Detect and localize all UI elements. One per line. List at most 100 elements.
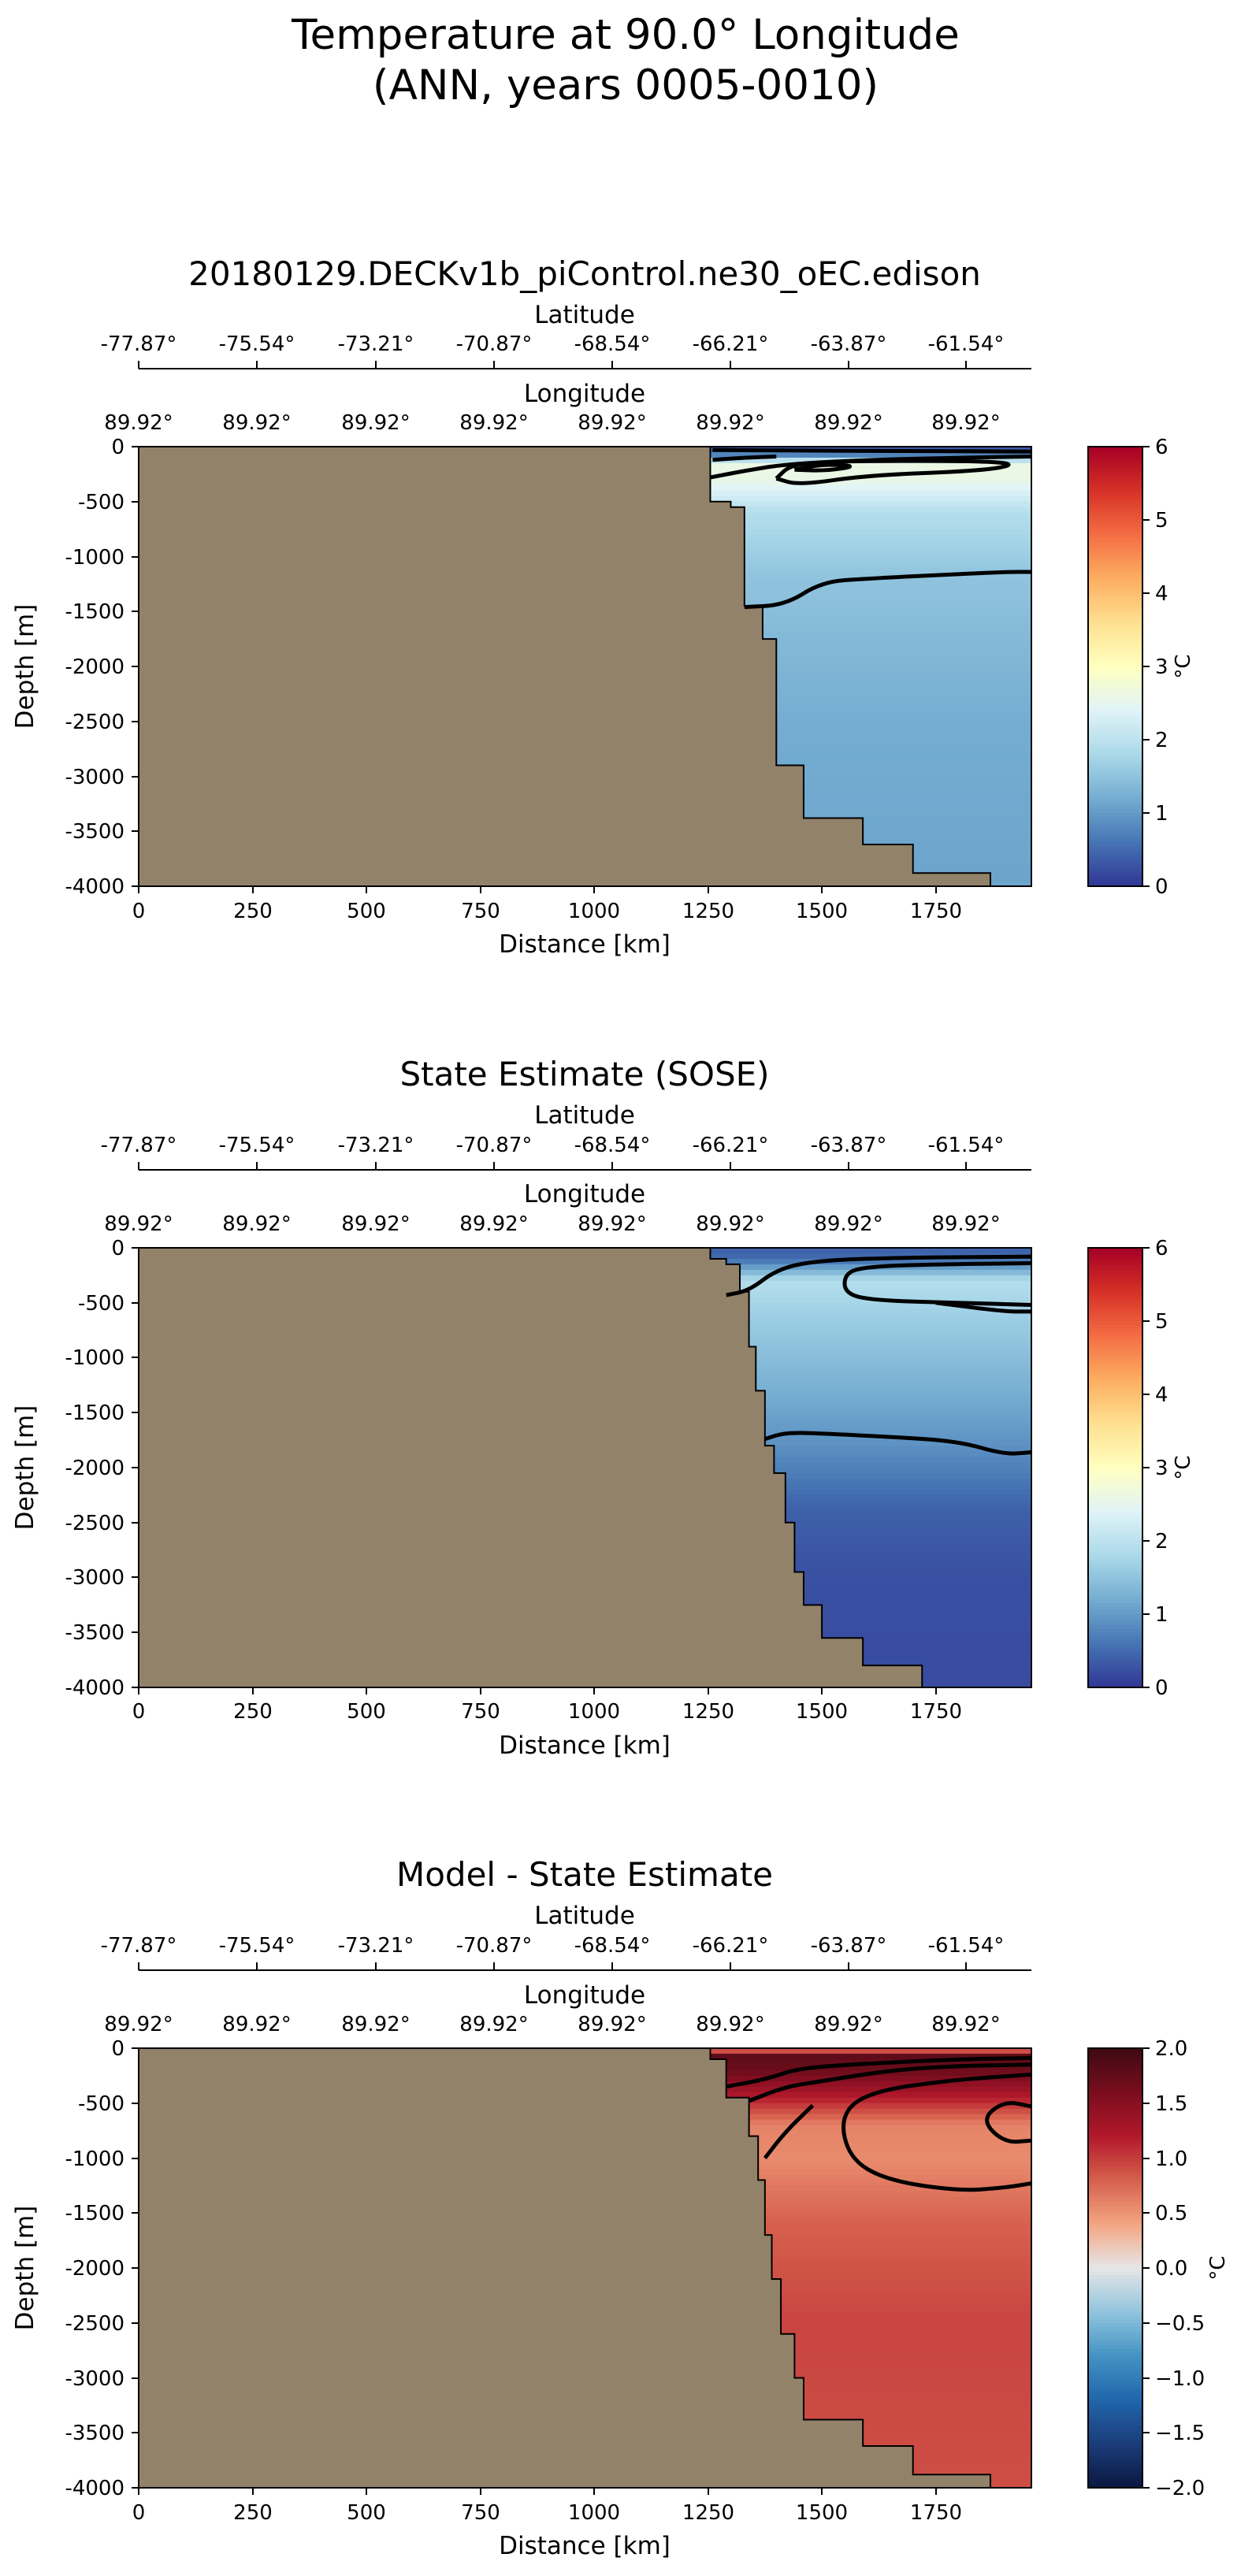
- latitude-tick-labels: -77.87° -75.54° -73.21° -70.87° -68.54° …: [101, 1934, 1005, 1958]
- colorbar-segment: [1088, 1519, 1142, 1524]
- colorbar-segment: [1088, 2477, 1142, 2481]
- colorbar-segment: [1088, 718, 1142, 722]
- colorbar-segment: [1088, 1266, 1142, 1271]
- colorbar-segment: [1088, 2330, 1142, 2335]
- y-tick-label: -2000: [65, 655, 124, 679]
- colorbar-segment: [1088, 622, 1142, 627]
- colorbar-segment: [1088, 498, 1142, 503]
- colorbar-segment: [1088, 1672, 1142, 1678]
- x-axis-label: Distance [km]: [499, 930, 671, 959]
- colorbar-segment: [1088, 578, 1142, 584]
- colorbar-segment: [1088, 1588, 1142, 1594]
- x-axis: 0 250 500 750 1000 1250 1500 1750 Distan…: [132, 1687, 962, 1760]
- x-tick-label: 250: [233, 900, 273, 923]
- colorbar-segment: [1088, 1251, 1142, 1256]
- colorbar-segment: [1088, 1504, 1142, 1509]
- colorbar-segment: [1088, 614, 1142, 620]
- latitude-axis-line: [138, 1962, 1031, 1971]
- colorbar-segment: [1088, 1497, 1142, 1501]
- colorbar-segment: [1088, 2341, 1142, 2346]
- colorbar-segment: [1088, 538, 1142, 543]
- colorbar-segment: [1088, 725, 1142, 730]
- colorbar-segment: [1088, 2389, 1142, 2394]
- colorbar-segment: [1088, 1324, 1142, 1330]
- colorbar-segment: [1088, 2308, 1142, 2313]
- colorbar-segment: [1088, 567, 1142, 573]
- y-tick-label: -500: [78, 2092, 124, 2116]
- colorbar-segment: [1088, 2363, 1142, 2368]
- colorbar-segment: [1088, 2407, 1142, 2412]
- colorbar-segment: [1088, 1420, 1142, 1425]
- colorbar-segment: [1088, 1295, 1142, 1301]
- colorbar-segment: [1088, 1522, 1142, 1527]
- colorbar-segment: [1088, 1559, 1142, 1564]
- latitude-tick-label: -73.21°: [338, 332, 414, 356]
- colorbar-segment: [1088, 1635, 1142, 1641]
- panel-model: 20180129.DECKv1b_piControl.ne30_oEC.edis…: [11, 254, 1195, 959]
- colorbar-segment: [1088, 593, 1142, 598]
- contour-line: [793, 462, 852, 473]
- colorbar-segment: [1088, 823, 1142, 829]
- longitude-tick-label: 89.92°: [696, 411, 764, 435]
- colorbar-segment: [1088, 1372, 1142, 1377]
- colorbar-tick-label: 2: [1155, 1530, 1168, 1553]
- x-tick-label: 0: [132, 900, 146, 923]
- latitude-tick-label: -66.21°: [693, 332, 769, 356]
- colorbar-label: °C: [1172, 654, 1195, 678]
- colorbar: 0 1 2 3 4 5 6 °C: [1087, 436, 1195, 899]
- colorbar-segment: [1088, 1592, 1142, 1597]
- colorbar-segment: [1088, 2169, 1142, 2174]
- colorbar-tick-label: −2.0: [1155, 2477, 1205, 2500]
- colorbar-segment: [1088, 1353, 1142, 1359]
- colorbar-segment: [1088, 666, 1142, 671]
- y-axis-label: Depth [m]: [11, 1405, 39, 1531]
- colorbar-segment: [1088, 2136, 1142, 2141]
- colorbar-segment: [1088, 2246, 1142, 2251]
- colorbar-segment: [1088, 729, 1142, 733]
- y-tick-label: -1500: [65, 2202, 124, 2225]
- colorbar-segment: [1088, 1562, 1142, 1568]
- land-mask: [139, 447, 991, 886]
- x-axis: 0 250 500 750 1000 1250 1500 1750 Distan…: [132, 2488, 962, 2560]
- land-polygon: [139, 1248, 923, 1687]
- longitude-tick-label: 89.92°: [341, 1212, 410, 1236]
- colorbar-segment: [1088, 772, 1142, 778]
- colorbar-segment: [1088, 2231, 1142, 2236]
- colorbar-segment: [1088, 1284, 1142, 1290]
- colorbar-tick-label: −1.5: [1155, 2422, 1205, 2445]
- colorbar-segment: [1088, 633, 1142, 638]
- colorbar-segment: [1088, 2121, 1142, 2126]
- colorbar-segment: [1088, 805, 1142, 811]
- latitude-axis-label: Latitude: [534, 301, 635, 329]
- longitude-tick-label: 89.92°: [222, 1212, 291, 1236]
- colorbar-segment: [1088, 512, 1142, 518]
- colorbar-segment: [1088, 1277, 1142, 1282]
- contour-line: [712, 447, 1031, 454]
- colorbar-segment: [1088, 2224, 1142, 2229]
- longitude-tick-label: 89.92°: [459, 411, 528, 435]
- latitude-tick-label: -68.54°: [574, 332, 651, 356]
- colorbar-segment: [1088, 461, 1142, 466]
- colorbar-segment: [1088, 2447, 1142, 2452]
- colorbar-segment: [1088, 761, 1142, 766]
- colorbar-segment: [1088, 1248, 1142, 1253]
- colorbar-tick-label: 5: [1155, 1310, 1168, 1334]
- colorbar-segment: [1088, 1639, 1142, 1645]
- colorbar-segment: [1088, 1427, 1142, 1432]
- colorbar-segment: [1088, 2396, 1142, 2401]
- y-axis: 0 -500 -1000 -1500 -2000 -2500 -3000 -35…: [11, 2037, 139, 2500]
- longitude-axis-label: Longitude: [524, 380, 645, 408]
- bathymetry-edge: [709, 2048, 991, 2488]
- latitude-tick-label: -77.87°: [101, 1934, 177, 1958]
- colorbar-segment: [1088, 2066, 1142, 2071]
- plot-area: [139, 1248, 1031, 1687]
- colorbar-segment: [1088, 2220, 1142, 2225]
- colorbar-segment: [1088, 747, 1142, 752]
- x-axis: 0 250 500 750 1000 1250 1500 1750 Distan…: [132, 886, 962, 959]
- colorbar-segment: [1088, 509, 1142, 514]
- colorbar-segment: [1088, 1379, 1142, 1385]
- longitude-tick-label: 89.92°: [814, 411, 882, 435]
- colorbar-segment: [1088, 2198, 1142, 2203]
- colorbar-segment: [1088, 2187, 1142, 2192]
- x-axis-label: Distance [km]: [499, 2532, 671, 2560]
